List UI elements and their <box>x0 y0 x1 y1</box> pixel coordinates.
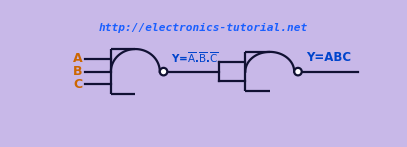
Text: A: A <box>73 52 83 65</box>
Text: http://electronics-tutorial.net: http://electronics-tutorial.net <box>98 23 308 33</box>
Text: B: B <box>73 65 83 78</box>
Text: C: C <box>74 78 83 91</box>
Circle shape <box>294 68 302 75</box>
Text: Y=$\overline{\rm A}$.$\overline{\rm B}$.$\overline{\rm C}$: Y=$\overline{\rm A}$.$\overline{\rm B}$.… <box>171 50 219 65</box>
Text: Y=ABC: Y=ABC <box>306 51 352 64</box>
Circle shape <box>160 68 167 75</box>
